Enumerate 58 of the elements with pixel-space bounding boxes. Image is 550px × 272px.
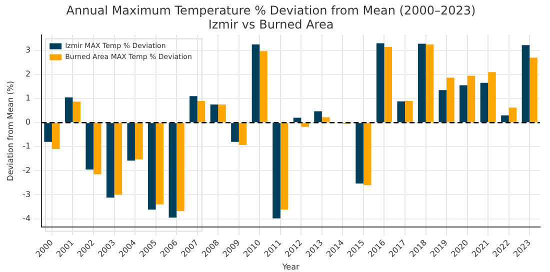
bar: [210, 104, 218, 122]
bar: [480, 82, 488, 122]
bar: [156, 123, 164, 204]
bar: [418, 44, 426, 122]
bar: [397, 101, 406, 122]
bar: [197, 100, 206, 122]
y-tick-label: -2: [22, 166, 31, 175]
bar: [501, 115, 509, 122]
bar: [238, 123, 247, 145]
y-tick-label: 1: [25, 94, 31, 103]
chart-subtitle: Izmir vs Burned Area: [208, 18, 334, 32]
bar: [106, 123, 114, 198]
bar: [508, 108, 517, 122]
bar: [522, 45, 530, 122]
y-tick-label: -4: [22, 214, 31, 223]
bar: [446, 78, 454, 122]
bar: [426, 44, 434, 122]
bar: [438, 90, 447, 122]
bar: [190, 96, 198, 122]
bar: [252, 44, 260, 122]
bar: [384, 46, 392, 122]
bar: [301, 123, 309, 127]
y-tick-label: 0: [25, 118, 31, 127]
y-tick-label: -1: [22, 142, 31, 151]
bar: [168, 123, 177, 218]
bar: [72, 102, 81, 122]
bar: [231, 123, 239, 142]
bar: [44, 123, 52, 142]
bar: [114, 123, 122, 195]
y-tick-label: -3: [22, 190, 31, 199]
bar: [376, 43, 384, 122]
bar: [314, 111, 322, 122]
bar: [467, 76, 476, 122]
bar: [280, 123, 288, 210]
bar: [488, 72, 496, 122]
bar: [64, 97, 73, 122]
bar: [52, 123, 60, 150]
bar: [260, 51, 268, 122]
bar: [272, 123, 280, 218]
bar: [86, 123, 94, 170]
bar: [363, 123, 372, 186]
bar: [218, 104, 226, 122]
bar: [127, 123, 136, 161]
bar: [293, 118, 302, 122]
bar: [135, 123, 143, 160]
bar: [530, 58, 538, 122]
bar: [322, 117, 330, 122]
bar: [460, 85, 468, 122]
y-tick-label: 2: [25, 70, 31, 79]
bar: [93, 123, 102, 174]
bar: [148, 123, 156, 210]
bar: [405, 100, 413, 122]
bar: [356, 123, 364, 184]
y-axis-title: Deviation from Mean (%): [6, 80, 15, 182]
chart-title: Annual Maximum Temperature % Deviation from Mean (2000–2023): [66, 3, 476, 18]
y-tick-label: 3: [25, 46, 31, 55]
bar: [176, 123, 184, 212]
x-axis-title: Year: [281, 262, 300, 272]
